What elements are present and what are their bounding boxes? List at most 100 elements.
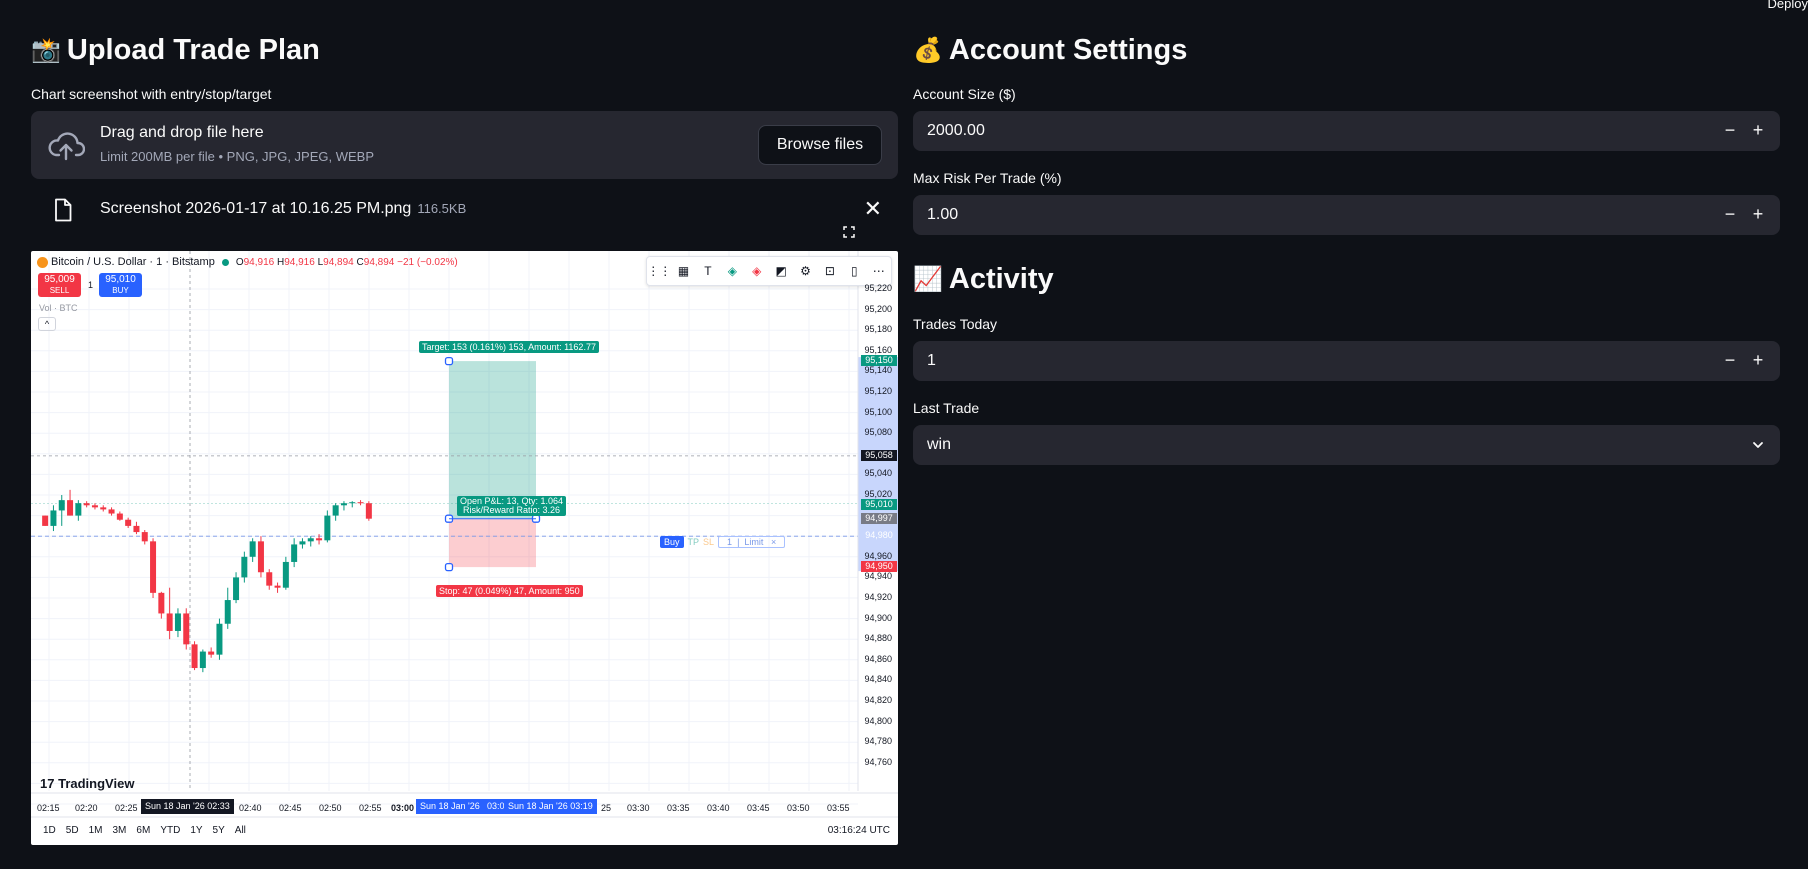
range-1m[interactable]: 1M <box>88 825 103 836</box>
ohlc-readout: O94,916 H94,916 L94,894 C94,894 −21 (−0.… <box>235 256 458 268</box>
time-tick-label: 02:40 <box>239 803 262 813</box>
order-line[interactable]: Buy TP SL 1 | Limit × <box>660 536 786 548</box>
order-qty-box[interactable]: 1 | Limit × <box>718 536 786 548</box>
candle-body <box>174 613 181 631</box>
bitcoin-icon <box>37 256 48 268</box>
time-tick-label: 03:40 <box>707 803 730 813</box>
price-badge-bid: 95,010 <box>861 499 897 511</box>
candle-body <box>365 503 372 519</box>
gear-icon[interactable]: ⚙ <box>800 264 811 278</box>
range-5y[interactable]: 5Y <box>212 825 225 836</box>
time-tick-label: 03:00 <box>391 803 415 813</box>
tradingview-logo: 17 TradingView <box>40 776 135 791</box>
order-sl-tag[interactable]: SL <box>703 537 715 547</box>
account-heading: 💰 Account Settings <box>913 34 1187 67</box>
range-1d[interactable]: 1D <box>43 825 56 836</box>
candle-body <box>266 572 273 586</box>
range-5d[interactable]: 5D <box>65 825 79 836</box>
price-tick-label: 95,160 <box>864 344 892 355</box>
candle-body <box>208 651 215 655</box>
drag-handle-icon[interactable]: ⋮⋮ <box>647 264 672 278</box>
more-icon[interactable]: ⋯ <box>872 264 885 278</box>
account-size-decrement-button[interactable]: − <box>1724 120 1736 140</box>
candle-body <box>166 613 173 631</box>
lock-icon[interactable]: ⊡ <box>824 264 835 278</box>
candle-body <box>332 505 339 516</box>
deploy-link[interactable]: Deploy <box>1767 0 1808 11</box>
candle-body <box>216 623 223 655</box>
price-tick-label: 94,960 <box>864 550 892 561</box>
line-color-icon[interactable]: ◈ <box>752 264 762 278</box>
time-tick-label: 02:55 <box>359 803 382 813</box>
chart-increasing-icon: 📈 <box>913 266 943 293</box>
drawing-toolbar: ⋮⋮ ▦ T ◈ ◈ ◩ ⚙ ⊡ ▯ ⋯ <box>646 256 892 286</box>
range-3m[interactable]: 3M <box>112 825 127 836</box>
max-risk-decrement-button[interactable]: − <box>1724 204 1736 224</box>
file-dropzone[interactable]: Drag and drop file here Limit 200MB per … <box>31 111 898 179</box>
account-size-input[interactable]: 2000.00 − + <box>913 111 1780 151</box>
last-trade-label: Last Trade <box>913 400 980 416</box>
uploaded-file-row: Screenshot 2026-01-17 at 10.16.25 PM.png… <box>31 192 898 226</box>
price-tick-label: 94,900 <box>864 612 892 623</box>
target-label: Target: 153 (0.161%) 153, Amount: 1162.7… <box>419 341 599 353</box>
time-tick-label: 02:25 <box>115 803 138 813</box>
buy-button[interactable]: 95,010 BUY <box>99 273 142 297</box>
trash-icon[interactable]: ▯ <box>851 264 858 278</box>
time-tick-label: 03:55 <box>827 803 850 813</box>
range-all[interactable]: All <box>234 825 246 836</box>
candle-body <box>233 577 240 601</box>
trades-today-label: Trades Today <box>913 316 998 332</box>
fill-color-icon[interactable]: ◈ <box>727 264 737 278</box>
fullscreen-icon[interactable] <box>843 226 855 238</box>
text-icon[interactable]: T <box>704 264 712 278</box>
account-size-increment-button[interactable]: + <box>1752 120 1764 140</box>
max-risk-increment-button[interactable]: + <box>1752 204 1764 224</box>
chevron-down-icon <box>1753 442 1763 448</box>
uploader-label: Chart screenshot with entry/stop/target <box>31 86 272 102</box>
candle-body <box>141 532 148 542</box>
profit-zone <box>449 361 536 519</box>
price-tick-label: 94,920 <box>864 592 892 602</box>
max-risk-value[interactable]: 1.00 <box>927 206 959 223</box>
candle-body <box>349 502 356 504</box>
candle-body <box>100 507 107 510</box>
trades-today-value[interactable]: 1 <box>927 352 936 369</box>
chart-settings-icon[interactable]: ◩ <box>775 264 787 278</box>
price-tick-label: 94,780 <box>864 736 892 747</box>
time-tick-label: 02:15 <box>37 803 60 813</box>
pnl-label: Open P&L: 13, Qty: 1.064 Risk/Reward Rati… <box>457 496 567 516</box>
order-buy-tag[interactable]: Buy <box>660 536 684 548</box>
candle-body <box>158 592 165 614</box>
trades-today-increment-button[interactable]: + <box>1752 350 1764 370</box>
candle-body <box>307 538 314 542</box>
candle-body <box>116 513 123 520</box>
trades-today-decrement-button[interactable]: − <box>1724 350 1736 370</box>
time-badge: Sun 18 Jan '26 03:19 <box>504 799 597 814</box>
sell-button[interactable]: 95,009 SELL <box>38 273 81 297</box>
max-risk-input[interactable]: 1.00 − + <box>913 195 1780 235</box>
range-ytd[interactable]: YTD <box>160 825 181 836</box>
time-tick-label: 25 <box>601 803 612 813</box>
remove-file-button[interactable]: ✕ <box>863 196 882 221</box>
price-tick-label: 94,940 <box>864 571 892 582</box>
symbol-header: Bitcoin / U.S. Dollar · 1 · Bitstamp O94… <box>37 256 458 268</box>
last-trade-value[interactable]: win <box>927 436 952 453</box>
price-tick-label: 95,020 <box>864 489 892 499</box>
order-tp-tag[interactable]: TP <box>687 537 700 547</box>
last-trade-select[interactable]: win <box>913 425 1780 465</box>
collapse-legend-button[interactable]: ^ <box>38 317 56 331</box>
upload-heading: 📸 Upload Trade Plan <box>31 34 320 67</box>
candle-body <box>91 505 98 508</box>
time-tick-label: 03:35 <box>667 803 690 813</box>
browse-files-button[interactable]: Browse files <box>758 125 882 165</box>
range-1y[interactable]: 1Y <box>190 825 203 836</box>
candle-body <box>83 503 90 506</box>
template-icon[interactable]: ▦ <box>677 264 690 278</box>
range-6m[interactable]: 6M <box>136 825 151 836</box>
price-badge-entry: 94,980 <box>861 530 897 542</box>
trades-today-input[interactable]: 1 − + <box>913 341 1780 381</box>
market-open-icon <box>221 258 229 266</box>
account-size-value[interactable]: 2000.00 <box>927 122 985 139</box>
candle-body <box>224 600 231 624</box>
price-tick-label: 94,840 <box>864 674 892 685</box>
